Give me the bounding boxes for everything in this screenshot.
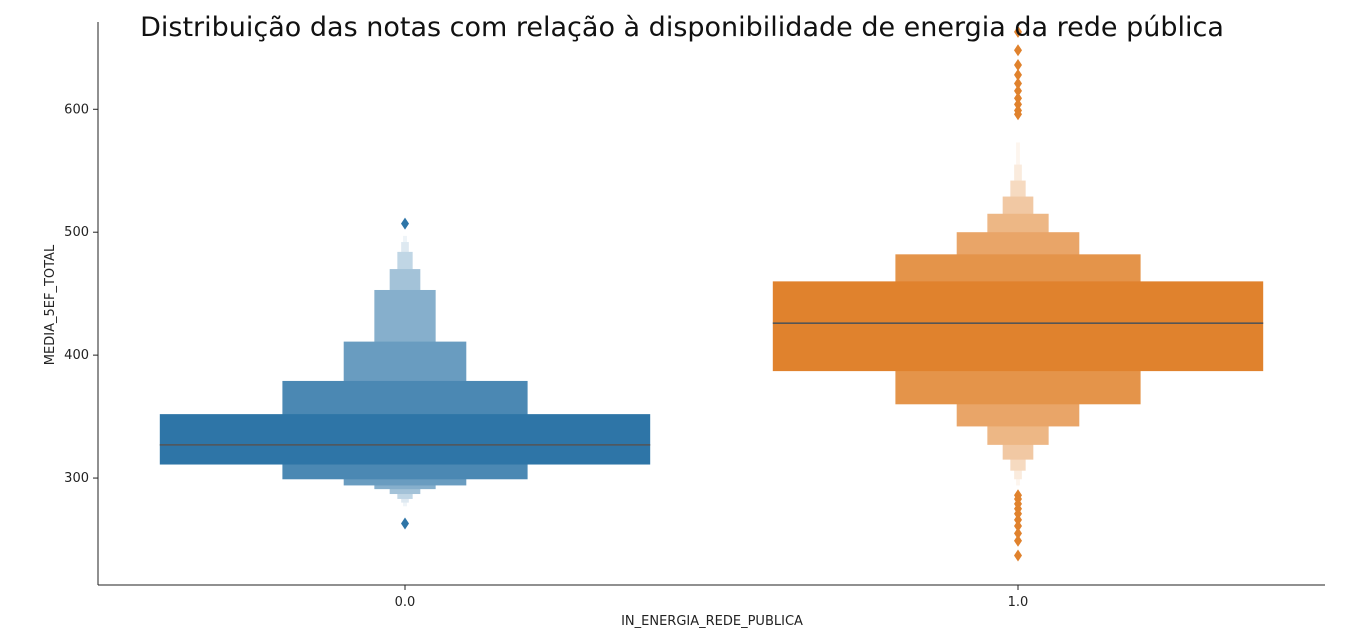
boxen-box bbox=[159, 414, 651, 465]
outlier-point bbox=[1014, 527, 1022, 540]
y-tick-label: 300 bbox=[64, 471, 89, 486]
outlier-point bbox=[1014, 59, 1022, 72]
y-tick-label: 400 bbox=[64, 348, 89, 363]
outlier-point bbox=[1014, 44, 1022, 57]
outlier-point bbox=[1014, 519, 1022, 532]
y-tick-label: 600 bbox=[64, 102, 89, 117]
boxen-box bbox=[772, 281, 1264, 372]
outlier-point bbox=[1014, 25, 1022, 38]
x-ticks: 0.0 1.0 bbox=[395, 585, 1029, 610]
y-axis-label: MEDIA_5EF_TOTAL bbox=[43, 244, 58, 365]
outlier-point bbox=[1014, 513, 1022, 526]
outlier-point bbox=[1014, 92, 1022, 105]
outlier-point bbox=[1014, 549, 1022, 562]
outlier-point bbox=[1014, 534, 1022, 547]
boxes-layer bbox=[159, 142, 1264, 507]
outlier-point bbox=[1014, 507, 1022, 520]
outlier-point bbox=[1014, 77, 1022, 90]
outlier-point bbox=[1014, 84, 1022, 97]
outlier-point bbox=[401, 517, 409, 530]
chart-title: Distribuição das notas com relação à dis… bbox=[140, 12, 1224, 43]
x-tick-label: 1.0 bbox=[1008, 595, 1029, 610]
outliers-layer bbox=[401, 25, 1022, 562]
y-tick-label: 500 bbox=[64, 225, 89, 240]
x-tick-label: 0.0 bbox=[395, 595, 416, 610]
outlier-point bbox=[1014, 98, 1022, 111]
outlier-point bbox=[401, 217, 409, 230]
y-ticks: 300 400 500 600 bbox=[64, 102, 98, 486]
outlier-point bbox=[1014, 68, 1022, 81]
outlier-point bbox=[1014, 108, 1022, 121]
x-axis-label: IN_ENERGIA_REDE_PUBLICA bbox=[621, 614, 803, 629]
